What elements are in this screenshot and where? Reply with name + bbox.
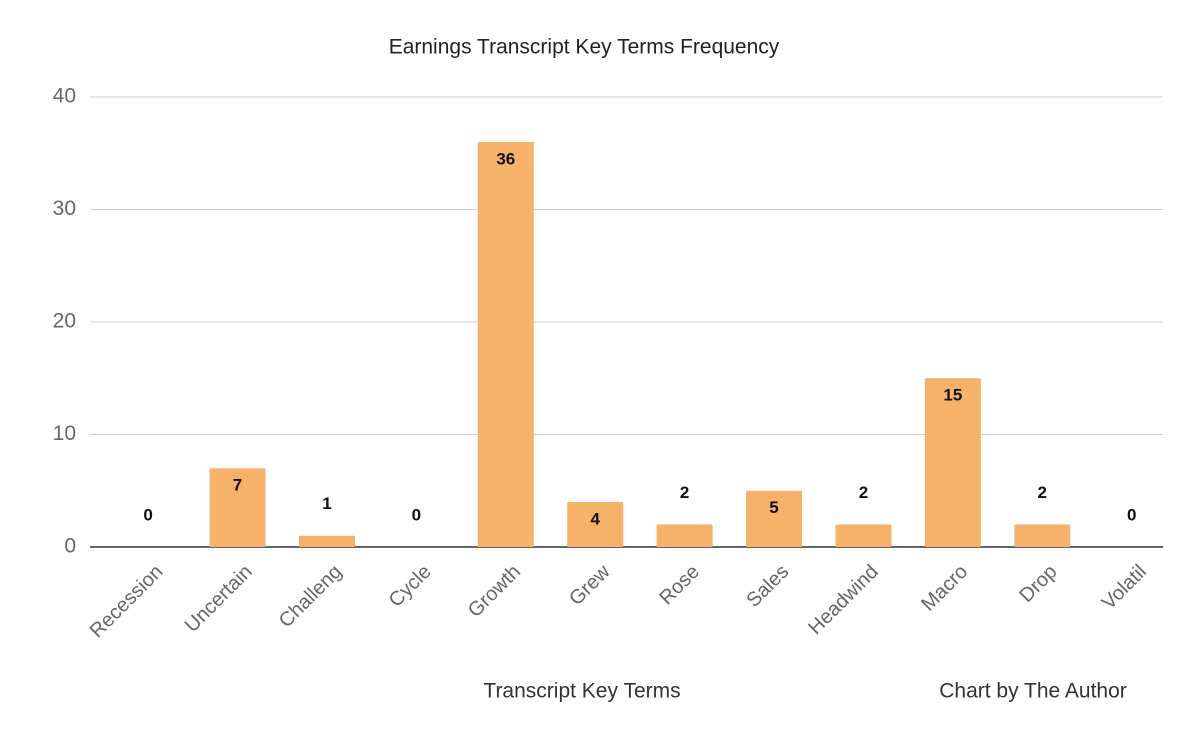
bar	[656, 524, 713, 547]
data-label: 0	[412, 505, 421, 524]
bar	[924, 378, 981, 547]
x-tick-label: Uncertain	[181, 561, 257, 637]
x-axis-title: Transcript Key Terms	[483, 680, 680, 703]
bar	[567, 502, 624, 547]
data-label: 4	[590, 509, 600, 528]
bar	[477, 142, 534, 547]
chart-title: Earnings Transcript Key Terms Frequency	[389, 36, 780, 59]
x-tick-label: Macro	[917, 561, 972, 616]
data-label: 2	[1038, 483, 1047, 502]
x-tick-label: Growth	[464, 561, 525, 622]
annotation: Chart by The Author	[939, 680, 1127, 703]
x-tick-label: Grew	[565, 560, 615, 610]
data-label: 36	[496, 149, 515, 168]
x-tick-label: Volatil	[1098, 561, 1151, 614]
data-label: 0	[1127, 505, 1136, 524]
y-tick-label: 20	[53, 310, 76, 333]
y-tick-label: 10	[53, 422, 76, 445]
data-label: 2	[859, 483, 868, 502]
data-label: 1	[322, 494, 331, 513]
data-label: 5	[769, 498, 778, 517]
bar	[835, 524, 892, 547]
bar	[1014, 524, 1071, 547]
x-tick-label: Drop	[1015, 561, 1061, 607]
data-label: 2	[680, 483, 689, 502]
x-tick-label: Cycle	[385, 561, 436, 612]
bar	[298, 535, 355, 547]
data-label: 0	[143, 505, 152, 524]
data-label: 7	[233, 476, 242, 495]
y-tick-label: 40	[53, 85, 76, 108]
data-label: 15	[943, 386, 962, 405]
x-tick-label: Headwind	[804, 561, 882, 639]
x-tick-label: Sales	[742, 561, 793, 612]
y-tick-label: 0	[64, 535, 76, 558]
x-tick-label: Rose	[655, 561, 704, 610]
x-tick-label: Challeng	[275, 561, 346, 632]
bar	[746, 490, 803, 547]
x-tick-label: Recession	[86, 561, 168, 643]
bar	[209, 468, 266, 547]
y-tick-label: 30	[53, 197, 76, 220]
